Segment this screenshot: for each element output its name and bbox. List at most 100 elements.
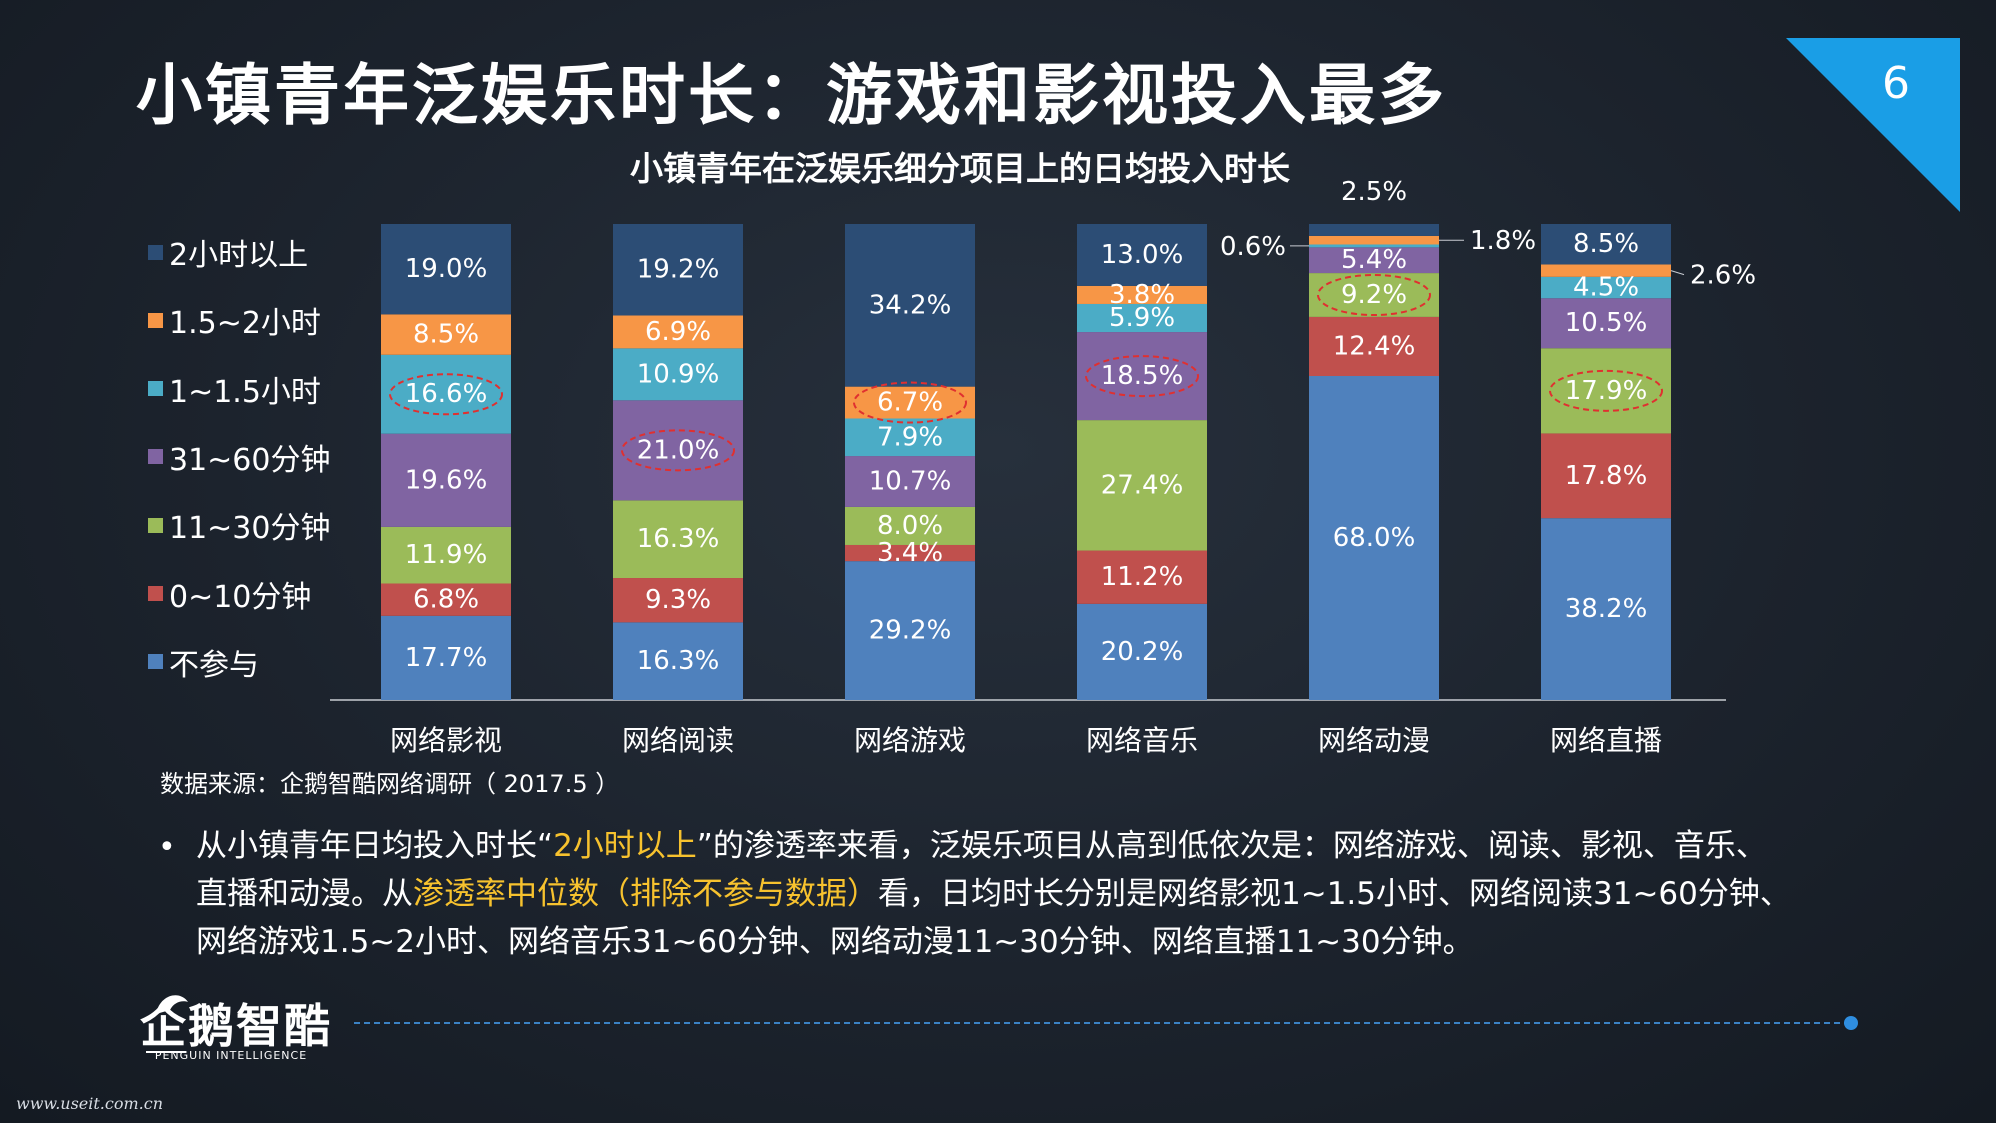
bar-segment (1309, 273, 1439, 317)
bar-segment (845, 386, 975, 419)
bar-segment (1077, 550, 1207, 604)
bar-segment (1541, 276, 1671, 299)
bar-segment (381, 583, 511, 616)
data-label: 8.5% (1573, 229, 1639, 259)
data-label: 16.3% (637, 646, 720, 676)
data-label: 3.4% (877, 538, 943, 568)
bar-segment (845, 544, 975, 562)
summary-highlight-2: 渗透率中位数（排除不参与数据） (413, 876, 878, 912)
bar-segment (381, 314, 511, 355)
data-label: 17.8% (1565, 461, 1648, 491)
data-label: 9.3% (645, 585, 711, 615)
data-label: 2.6% (1690, 261, 1756, 291)
data-label: 0.6% (1220, 232, 1286, 262)
bar-segment (845, 418, 975, 457)
legend-label: 1.5~2小时 (169, 306, 321, 342)
legend-swatch (148, 654, 163, 670)
median-highlight-circle (1549, 369, 1663, 412)
logo-subtitle: PENGUIN INTELLIGENCE (154, 1049, 308, 1062)
legend-label: 0~10分钟 (169, 579, 312, 615)
divider-end-dot (1844, 1016, 1858, 1030)
summary-text-3: 看，日均时长分别是网络影视1~1.5小时、网络阅读31~60分钟、网络游戏1.5… (196, 876, 1791, 960)
bar-segment (381, 224, 511, 315)
legend-item: 31~60分钟 (148, 437, 331, 478)
bar-segment (613, 224, 743, 316)
legend-label: 11~30分钟 (169, 511, 331, 547)
data-label: 38.2% (1565, 594, 1648, 624)
bar-segment (845, 456, 975, 507)
data-label: 16.6% (405, 379, 488, 409)
data-label: 6.9% (645, 317, 711, 347)
watermark: www.useit.com.cn (16, 1094, 164, 1113)
chart-title: 小镇青年在泛娱乐细分项目上的日均投入时长 (630, 149, 1290, 188)
data-label: 4.5% (1573, 273, 1639, 303)
median-highlight-circle (389, 373, 503, 416)
bar-segment (381, 354, 511, 434)
bar-segment (613, 315, 743, 349)
data-label: 13.0% (1101, 240, 1184, 270)
data-label: 12.4% (1333, 331, 1416, 361)
legend-swatch (148, 244, 163, 260)
x-tick-label: 网络直播 (1550, 724, 1662, 757)
bar-segment (381, 433, 511, 527)
legend-label: 1~1.5小时 (169, 374, 321, 410)
bar-segment (613, 622, 743, 700)
median-highlight-circle (1085, 355, 1199, 398)
bar-segment (1077, 224, 1207, 286)
x-tick-label: 网络游戏 (854, 724, 966, 757)
legend-label: 2小时以上 (169, 238, 309, 273)
bar-segment (845, 506, 975, 545)
bar-segment (1309, 247, 1439, 274)
data-label: 11.9% (405, 540, 488, 570)
data-label: 29.2% (869, 616, 952, 646)
summary-paragraph: 从小镇青年日均投入时长“2小时以上”的渗透率来看，泛娱乐项目从高到低依次是：网络… (196, 822, 1796, 966)
data-label: 8.0% (877, 511, 943, 541)
data-label: 17.7% (405, 643, 488, 673)
data-label: 7.9% (877, 422, 943, 452)
bar-segment (1309, 244, 1439, 248)
data-label: 16.3% (637, 524, 720, 554)
data-label: 11.2% (1101, 562, 1184, 592)
bar-segment (1077, 285, 1207, 304)
data-label: 21.0% (637, 435, 720, 465)
bar-segment (1077, 332, 1207, 421)
legend-swatch (148, 381, 163, 397)
x-tick-label: 网络动漫 (1318, 724, 1430, 757)
summary-text-2: ”的渗透率来看，泛娱乐项目从高到低依次是：网络游戏、阅读、影视、音乐、直播和动漫… (196, 828, 1767, 912)
legend-item: 1.5~2小时 (148, 300, 321, 342)
data-source: 数据来源：企鹅智酷网络调研（ 2017.5 ） (160, 770, 620, 798)
data-label: 8.5% (413, 320, 479, 350)
bar-segment (1541, 348, 1671, 434)
legend-label: 不参与 (169, 647, 259, 683)
summary-text-1: 从小镇青年日均投入时长“ (196, 828, 554, 864)
data-label: 34.2% (869, 290, 952, 320)
x-tick-label: 网络影视 (390, 724, 502, 757)
bar-segment (1077, 303, 1207, 333)
logo-text: 企鹅智酷 (140, 999, 332, 1053)
bar-segment (1541, 433, 1671, 519)
data-label: 1.8% (1470, 226, 1536, 256)
x-tick-label: 网络阅读 (622, 724, 734, 757)
page-number: 6 (1882, 58, 1910, 109)
label-leader-line (1670, 270, 1685, 276)
bar-segment (1309, 235, 1439, 245)
data-label: 5.9% (1109, 303, 1175, 333)
penguin-logo-icon (146, 995, 188, 1053)
data-label: 10.7% (869, 466, 952, 496)
bar-segment (1077, 603, 1207, 700)
legend-item: 11~30分钟 (148, 505, 331, 547)
data-label: 17.9% (1565, 376, 1648, 406)
bar-segment (1541, 224, 1671, 265)
bar-segment (613, 578, 743, 623)
legend-label: 31~60分钟 (169, 442, 331, 478)
data-label: 19.2% (637, 255, 720, 285)
legend-item: 1~1.5小时 (148, 369, 321, 410)
bullet-marker: • (158, 830, 176, 865)
x-tick-label: 网络音乐 (1086, 724, 1198, 757)
data-label: 10.5% (1565, 308, 1648, 338)
data-label: 19.0% (405, 254, 488, 284)
bar-segment (845, 561, 975, 700)
bar-segment (1541, 298, 1671, 349)
median-highlight-circle (621, 429, 735, 472)
bar-segment (1309, 224, 1439, 236)
